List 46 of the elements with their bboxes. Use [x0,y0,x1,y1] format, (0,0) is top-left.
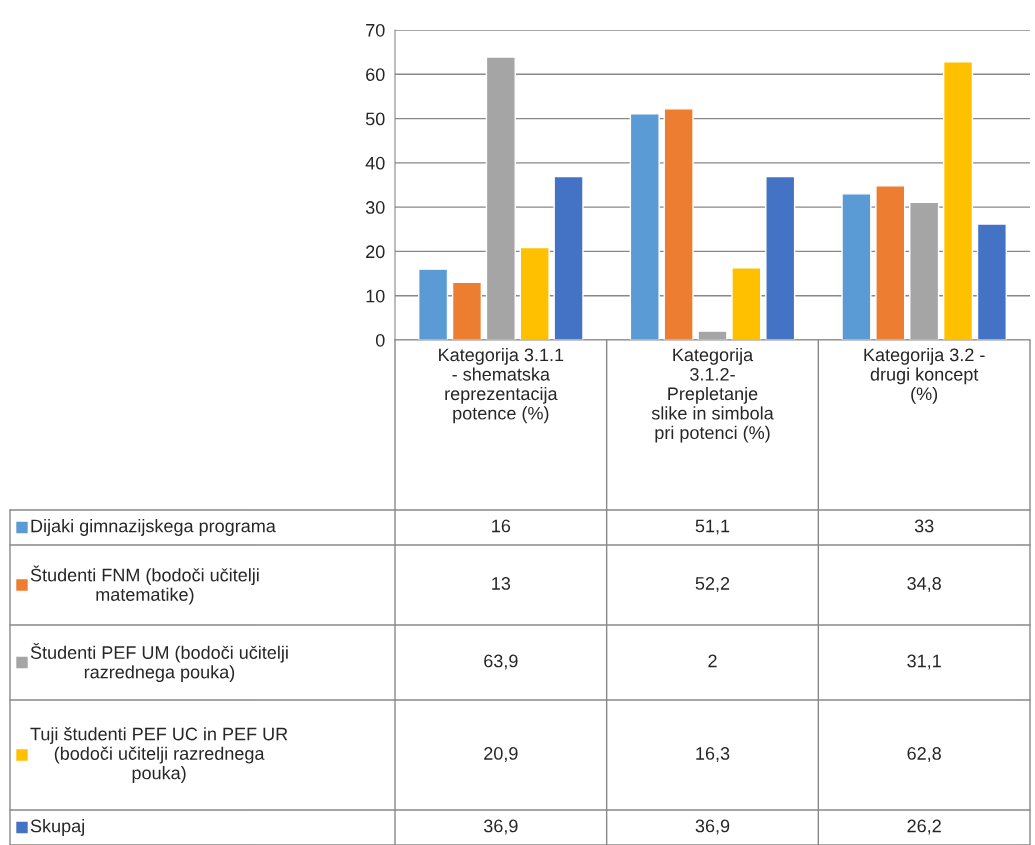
bar [976,223,1007,340]
data-label: 13 [492,577,511,590]
bar [909,201,940,340]
y-tick-label: 20 [366,245,385,259]
legend-label: Tuji študenti PEF UC in PEF UR (bodoči učitelji razrednega pouka) [30,727,288,783]
data-label: 20,9 [484,747,518,762]
bar [418,268,449,340]
data-label: 62,8 [907,747,941,762]
y-tick-label: 60 [366,68,385,82]
x-tick-label: Kategorija 3.1.1 - shematska reprezentacija potence (%) [439,348,564,424]
y-tick-label: 0 [375,333,385,347]
bar [697,330,728,340]
data-label: 33 [914,519,934,533]
y-tick-label: 70 [366,23,385,37]
data-label: 34,8 [907,577,941,592]
x-tick-label: Kategorija 3.2 - drugi koncept (%) [864,348,985,404]
bar [553,175,584,340]
x-tick-label: Kategorija 3.1.2- Prepletanje slike in simbola pri potenci (%) [651,348,774,443]
y-tick-label: 30 [365,201,385,214]
bar [629,113,660,340]
bar [765,175,796,340]
bar [451,281,483,340]
y-tick-label: 10 [366,289,385,303]
data-label: 16,3 [696,747,730,762]
data-label: 63,9 [484,654,518,670]
bar [485,56,516,340]
y-tick-label: 40 [365,156,385,170]
data-label: 26,2 [907,819,941,835]
legend-label: Študenti PEF UM (bodoči učitelji razrednega pouka) [30,643,288,682]
data-label: 2 [708,654,717,668]
bar [841,193,872,340]
legend-label: Dijaki gimnazijskega programa [31,519,276,536]
bar [731,267,762,340]
bar [663,108,694,340]
bar [942,61,974,340]
bar [519,246,550,340]
data-label: 52,2 [695,577,730,592]
data-label: 16 [492,519,511,533]
y-tick-label: 50 [365,112,385,126]
data-label: 36,9 [483,819,518,835]
legend-label: Skupaj [30,819,84,836]
data-label: 31,1 [907,654,941,670]
legend-label: Študenti FNM (bodoči učitelji matematike) [30,565,259,605]
data-label: 51,1 [695,519,730,535]
data-label: 36,9 [695,819,730,835]
bar [875,185,906,340]
